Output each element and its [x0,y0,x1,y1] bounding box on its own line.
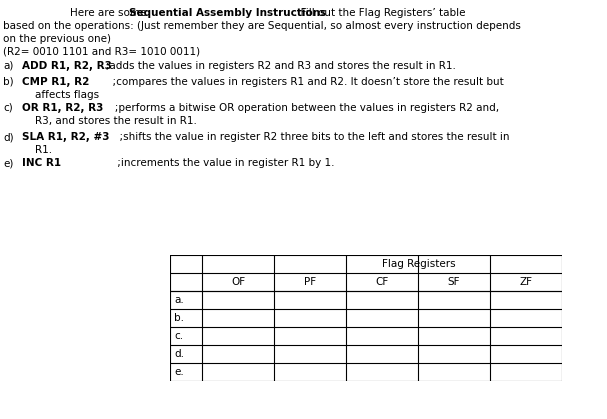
Text: (R2= 0010 1101 and R3= 1010 0011): (R2= 0010 1101 and R3= 1010 0011) [3,47,200,57]
Text: e): e) [3,158,13,168]
Text: based on the operations: (Just remember they are Sequential, so almost every ins: based on the operations: (Just remember … [3,21,521,31]
Text: Here are some: Here are some [70,8,149,18]
Text: ;shifts the value in register R2 three bits to the left and stores the result in: ;shifts the value in register R2 three b… [100,132,509,142]
Text: ;compares the values in registers R1 and R2. It doesn’t store the result but: ;compares the values in registers R1 and… [80,77,504,87]
Text: OR R1, R2, R3: OR R1, R2, R3 [22,103,103,113]
Text: SLA R1, R2, #3: SLA R1, R2, #3 [22,132,109,142]
Text: Sequential Assembly Instructions: Sequential Assembly Instructions [129,8,326,18]
Text: d.: d. [174,349,184,359]
Text: Flag Registers: Flag Registers [382,259,456,269]
Text: c.: c. [174,331,183,341]
Text: a.: a. [174,295,184,305]
Text: b.: b. [174,313,184,323]
Text: e.: e. [174,367,184,377]
Text: ADD R1, R2, R3: ADD R1, R2, R3 [22,61,112,71]
Text: d): d) [3,132,13,142]
Text: R3, and stores the result in R1.: R3, and stores the result in R1. [22,116,197,126]
Text: R1.: R1. [22,145,52,155]
Text: b): b) [3,77,13,87]
Text: on the previous one): on the previous one) [3,34,111,44]
Text: affects flags: affects flags [22,90,99,100]
Text: . Fill out the Flag Registers’ table: . Fill out the Flag Registers’ table [294,8,466,18]
Text: CMP R1, R2: CMP R1, R2 [22,77,89,87]
Text: INC R1: INC R1 [22,158,61,168]
Text: ;performs a bitwise OR operation between the values in registers R2 and,: ;performs a bitwise OR operation between… [92,103,499,113]
Text: ;increments the value in register R1 by 1.: ;increments the value in register R1 by … [62,158,334,168]
Text: c): c) [3,103,13,113]
Text: PF: PF [304,277,316,287]
Text: ZF: ZF [520,277,532,287]
Text: OF: OF [231,277,245,287]
Text: ;adds the values in registers R2 and R3 and stores the result in R1.: ;adds the values in registers R2 and R3 … [96,61,456,71]
Text: SF: SF [448,277,460,287]
Text: CF: CF [375,277,388,287]
Text: a): a) [3,61,13,71]
